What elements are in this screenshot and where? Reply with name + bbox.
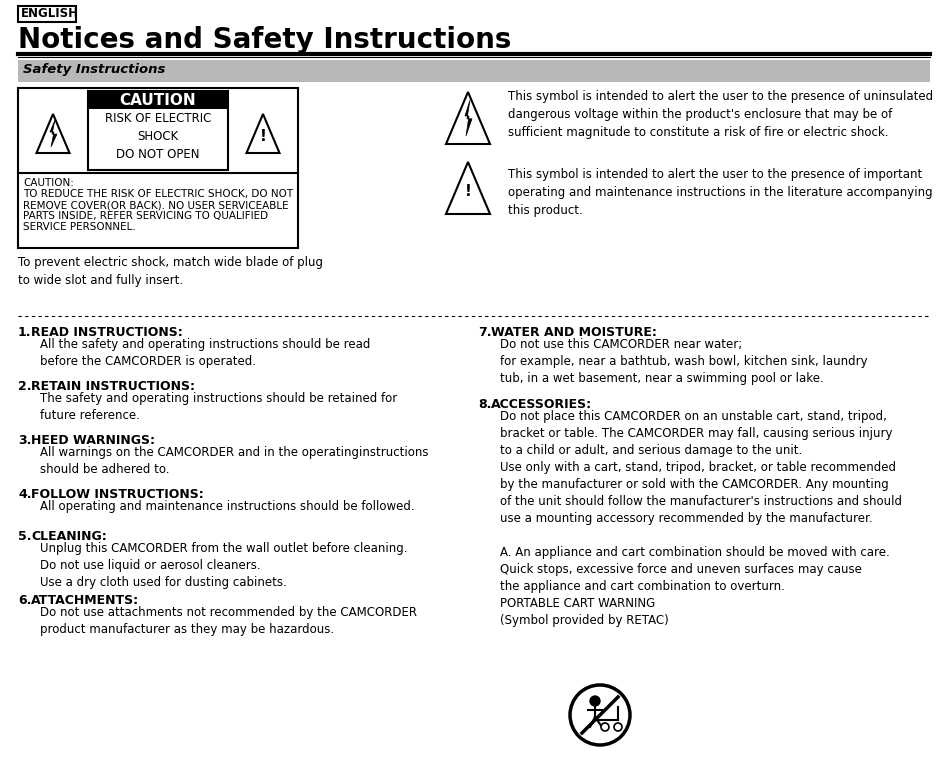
- Text: This symbol is intended to alert the user to the presence of uninsulated
dangero: This symbol is intended to alert the use…: [508, 90, 932, 139]
- Text: HEED WARNINGS:: HEED WARNINGS:: [31, 434, 155, 447]
- Text: !: !: [464, 184, 471, 200]
- Circle shape: [600, 723, 608, 731]
- Text: PARTS INSIDE, REFER SERVICING TO QUALIFIED: PARTS INSIDE, REFER SERVICING TO QUALIFI…: [23, 211, 268, 221]
- Polygon shape: [37, 114, 70, 153]
- Bar: [18, 88, 297, 248]
- Text: CAUTION:: CAUTION:: [23, 178, 74, 188]
- Text: TO REDUCE THE RISK OF ELECTRIC SHOCK, DO NOT: TO REDUCE THE RISK OF ELECTRIC SHOCK, DO…: [23, 189, 293, 199]
- Text: To prevent electric shock, match wide blade of plug
to wide slot and fully inser: To prevent electric shock, match wide bl…: [18, 256, 323, 287]
- Circle shape: [569, 685, 630, 745]
- Text: Unplug this CAMCORDER from the wall outlet before cleaning.
Do not use liquid or: Unplug this CAMCORDER from the wall outl…: [40, 542, 407, 589]
- Polygon shape: [446, 162, 490, 214]
- Text: 6.: 6.: [18, 594, 31, 607]
- Text: ENGLISH: ENGLISH: [21, 7, 79, 20]
- Polygon shape: [246, 114, 279, 153]
- Text: 3.: 3.: [18, 434, 31, 447]
- Text: 1.: 1.: [18, 326, 31, 339]
- Text: All the safety and operating instructions should be read
before the CAMCORDER is: All the safety and operating instruction…: [40, 338, 370, 368]
- Text: Notices and Safety Instructions: Notices and Safety Instructions: [18, 26, 511, 54]
- Text: Do not use attachments not recommended by the CAMCORDER
product manufacturer as : Do not use attachments not recommended b…: [40, 606, 416, 636]
- Text: 2.: 2.: [18, 380, 31, 393]
- Text: The safety and operating instructions should be retained for
future reference.: The safety and operating instructions sh…: [40, 392, 396, 422]
- Text: All warnings on the CAMCORDER and in the operatinginstructions
should be adhered: All warnings on the CAMCORDER and in the…: [40, 446, 428, 476]
- Text: RETAIN INSTRUCTIONS:: RETAIN INSTRUCTIONS:: [31, 380, 194, 393]
- Text: All operating and maintenance instructions should be followed.: All operating and maintenance instructio…: [40, 500, 414, 513]
- Bar: [88, 91, 228, 109]
- Text: WATER AND MOISTURE:: WATER AND MOISTURE:: [491, 326, 656, 339]
- Text: 5.: 5.: [18, 530, 31, 543]
- Polygon shape: [464, 100, 471, 136]
- Text: 8.: 8.: [478, 398, 491, 411]
- Bar: [18, 60, 929, 82]
- Text: CLEANING:: CLEANING:: [31, 530, 107, 543]
- Text: FOLLOW INSTRUCTIONS:: FOLLOW INSTRUCTIONS:: [31, 488, 204, 501]
- Text: SERVICE PERSONNEL.: SERVICE PERSONNEL.: [23, 222, 136, 232]
- Text: Safety Instructions: Safety Instructions: [23, 63, 165, 76]
- Text: 7.: 7.: [478, 326, 491, 339]
- Polygon shape: [446, 92, 490, 144]
- Text: REMOVE COVER(OR BACK). NO USER SERVICEABLE: REMOVE COVER(OR BACK). NO USER SERVICEAB…: [23, 200, 288, 210]
- Text: Do not place this CAMCORDER on an unstable cart, stand, tripod,
bracket or table: Do not place this CAMCORDER on an unstab…: [499, 410, 901, 627]
- Polygon shape: [50, 120, 57, 147]
- Text: RISK OF ELECTRIC
SHOCK
DO NOT OPEN: RISK OF ELECTRIC SHOCK DO NOT OPEN: [105, 112, 211, 161]
- Text: READ INSTRUCTIONS:: READ INSTRUCTIONS:: [31, 326, 182, 339]
- Text: ATTACHMENTS:: ATTACHMENTS:: [31, 594, 139, 607]
- Circle shape: [614, 723, 621, 731]
- Text: 4.: 4.: [18, 488, 31, 501]
- Circle shape: [589, 696, 599, 706]
- Bar: [18, 6, 76, 22]
- Text: CAUTION: CAUTION: [120, 93, 196, 108]
- Text: This symbol is intended to alert the user to the presence of important
operating: This symbol is intended to alert the use…: [508, 168, 932, 217]
- Text: !: !: [260, 129, 266, 144]
- Text: Do not use this CAMCORDER near water;
for example, near a bathtub, wash bowl, ki: Do not use this CAMCORDER near water; fo…: [499, 338, 867, 385]
- Bar: [88, 91, 228, 170]
- Text: ACCESSORIES:: ACCESSORIES:: [491, 398, 592, 411]
